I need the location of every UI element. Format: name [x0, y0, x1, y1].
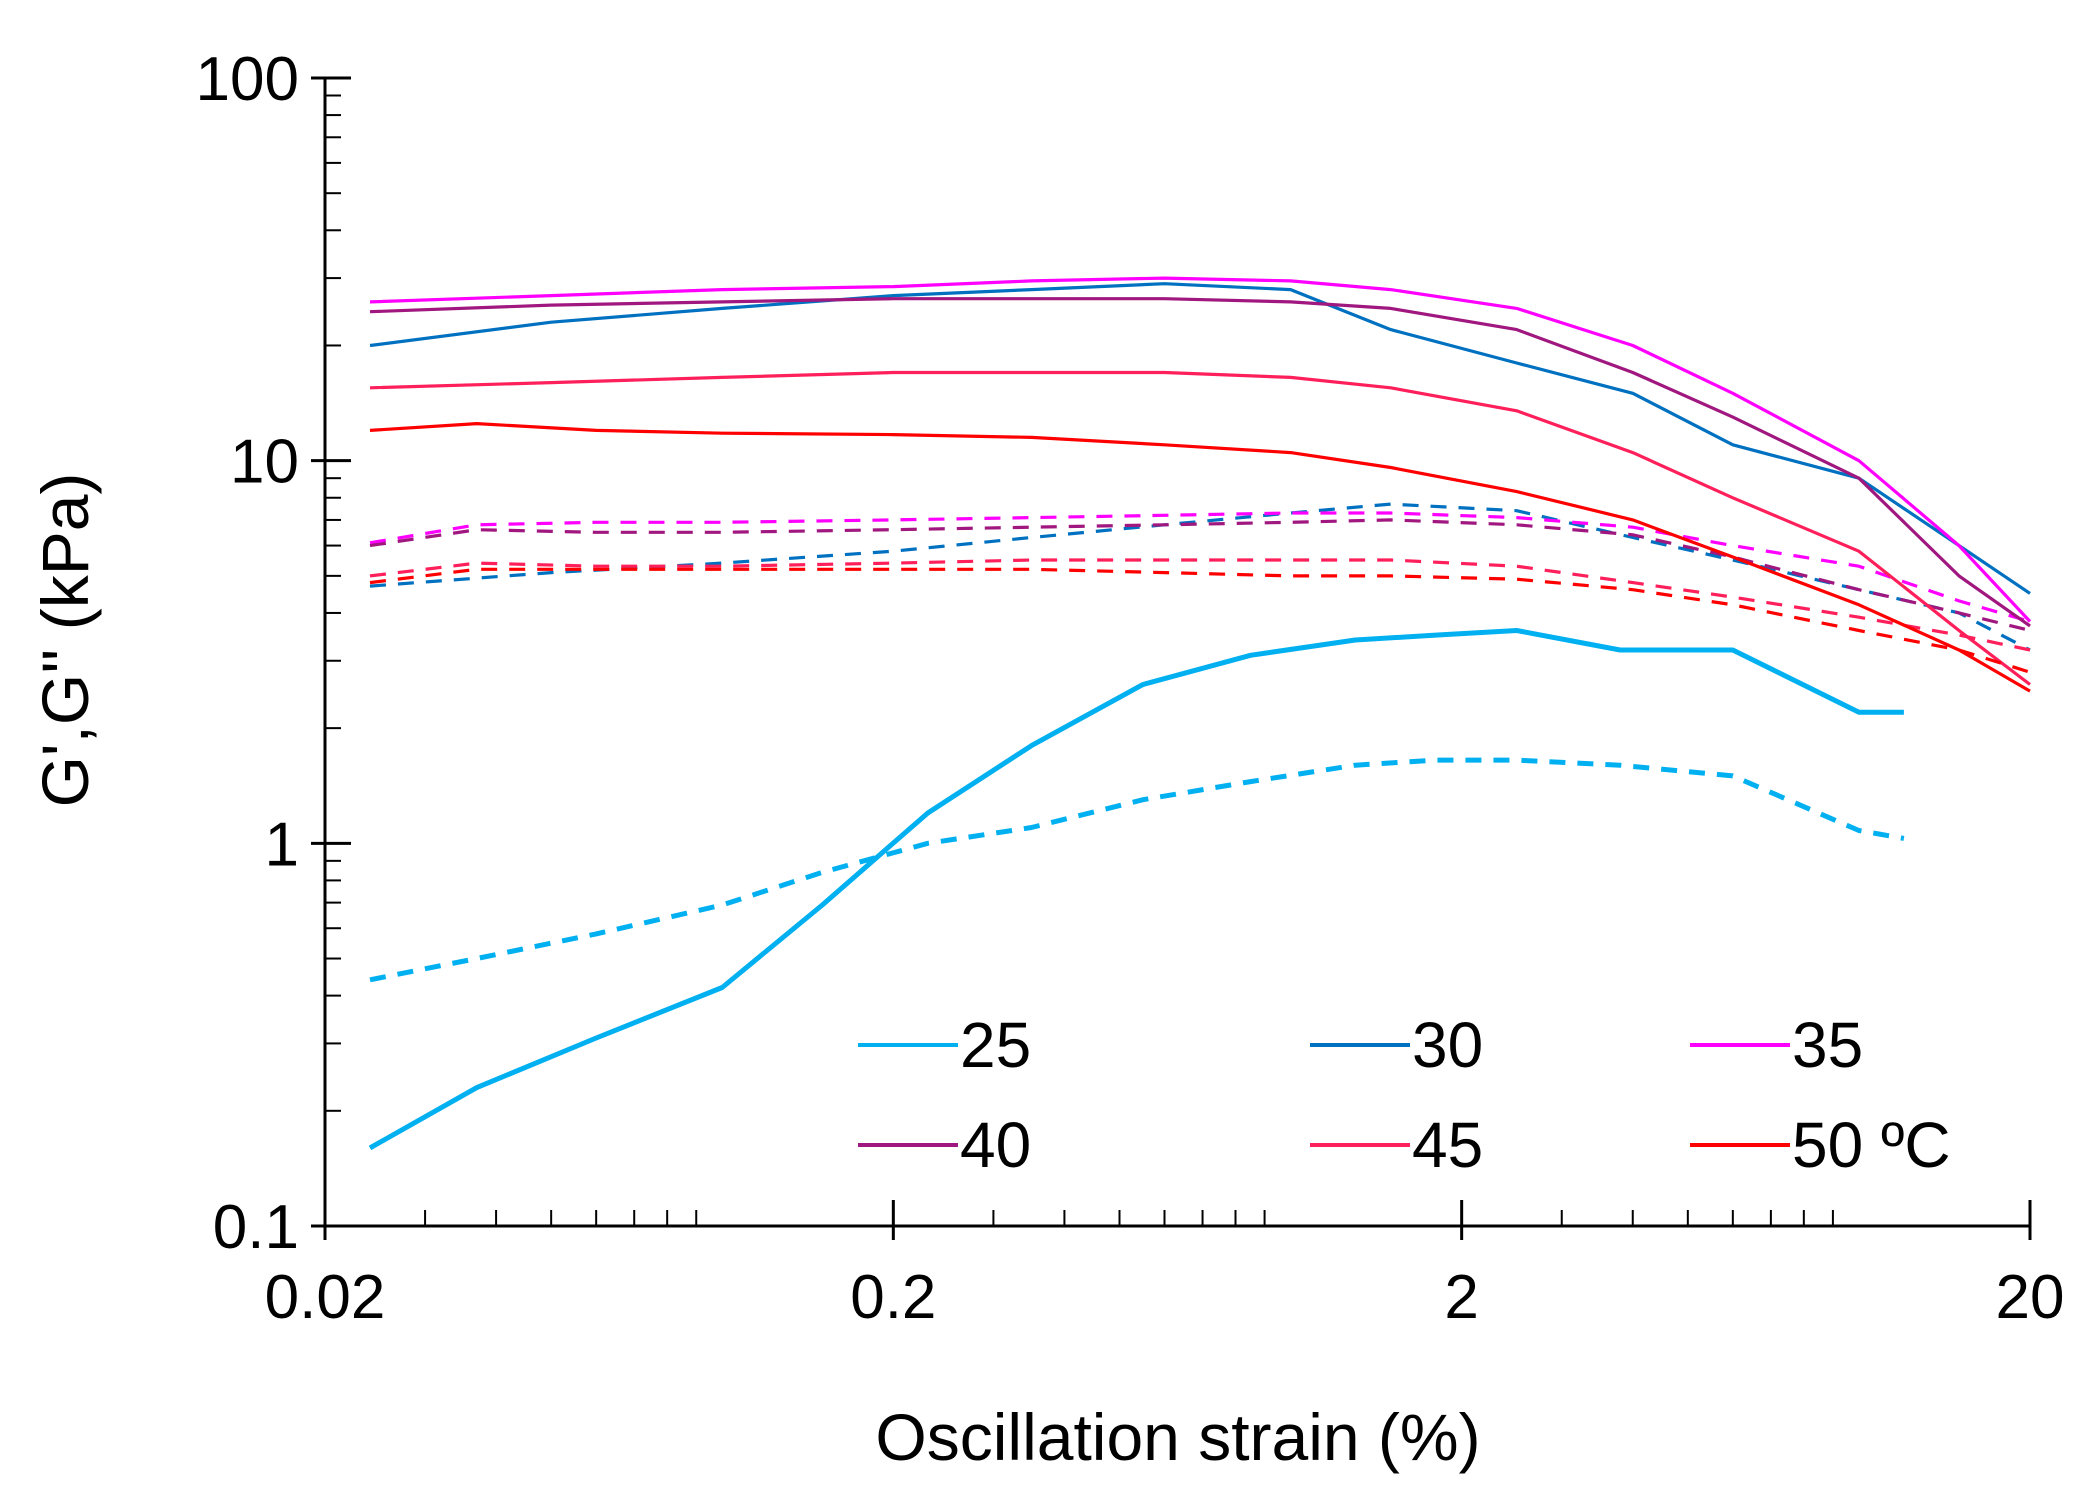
x-tick-label: 20 [1996, 1263, 2065, 1332]
series-40-g1-line [369, 297, 2031, 628]
x-tick-label: 0.2 [850, 1263, 936, 1332]
legend-label: 45 [1412, 1109, 1483, 1181]
legend-label: 50 ºC [1792, 1109, 1951, 1181]
series-50c-g2-line [369, 567, 2031, 674]
legend-label: 25 [960, 1009, 1031, 1081]
series-30-g2-line [369, 502, 2031, 652]
series-layer [368, 276, 2032, 1151]
series-45-g2-line [369, 558, 2031, 652]
x-tick-label: 0.02 [265, 1263, 386, 1332]
legend: 25 30 35 40 45 50 ºC [858, 1009, 1951, 1181]
y-axis-title: G',G'' (kPa) [28, 473, 102, 808]
y-tick-label: 10 [230, 428, 299, 497]
series-25-g2-line [369, 757, 1905, 983]
y-tick-label: 100 [196, 45, 299, 114]
legend-label: 30 [1412, 1009, 1483, 1081]
x-tick-label: 2 [1444, 1263, 1478, 1332]
y-tick-label: 0.1 [213, 1193, 299, 1262]
series-30-g1-line [369, 282, 2031, 595]
legend-label: 40 [960, 1109, 1031, 1181]
axes-layer: 0.1 1 10 100 0.02 0.2 2 20 [196, 45, 2065, 1332]
series-45-g1-line [369, 370, 2031, 686]
y-tick-label: 1 [265, 810, 299, 879]
series-25-g1-line [368, 628, 1904, 1151]
series-50c-g1-line [369, 422, 2031, 693]
series-35-g1-line [369, 276, 2032, 623]
x-axis-title: Oscillation strain (%) [875, 1400, 1480, 1474]
legend-label: 35 [1792, 1009, 1863, 1081]
